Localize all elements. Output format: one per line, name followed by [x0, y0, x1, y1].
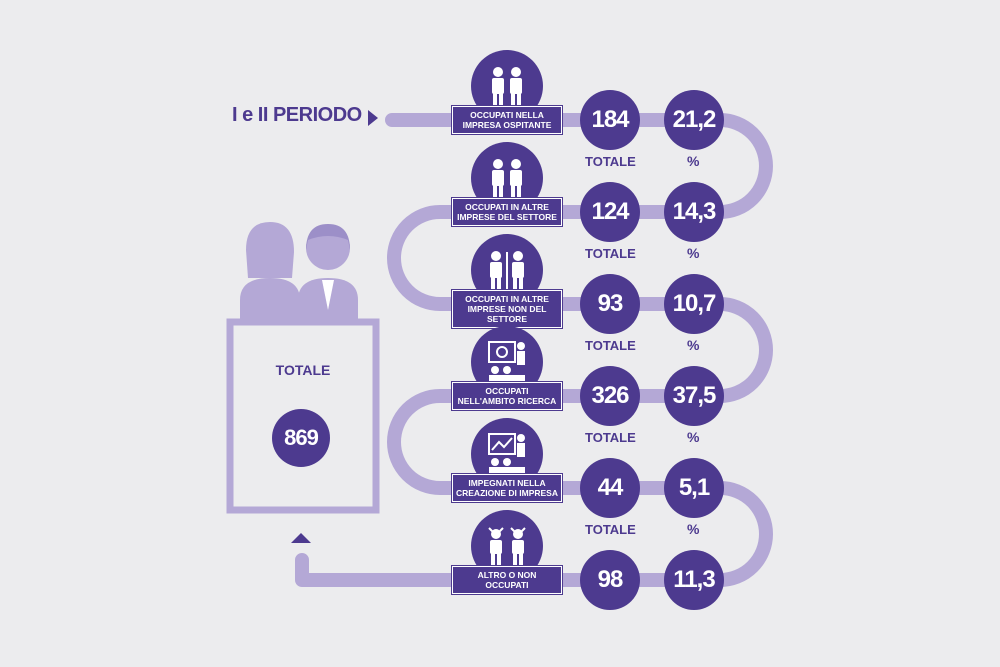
total-header: TOTALE	[585, 154, 636, 169]
row-percent-value: 11,3	[664, 550, 724, 610]
row-total-value: 326	[580, 366, 640, 426]
row-label: ALTRO O NON OCCUPATI	[451, 565, 563, 595]
period-label: I e II PERIODO	[232, 104, 362, 126]
total-header: TOTALE	[585, 522, 636, 537]
row-label: OCCUPATI NELL'AMBITO RICERCA	[451, 381, 563, 411]
row-total-value: 184	[580, 90, 640, 150]
row-percent-value: 37,5	[664, 366, 724, 426]
row-label: OCCUPATI NELLA IMPRESA OSPITANTE	[451, 105, 563, 135]
row-percent-value: 21,2	[664, 90, 724, 150]
total-header: TOTALE	[585, 430, 636, 445]
total-label: TOTALE	[275, 362, 331, 378]
total-header: TOTALE	[585, 338, 636, 353]
couple-icon	[240, 222, 358, 325]
total-header: TOTALE	[585, 246, 636, 261]
row-total-value: 44	[580, 458, 640, 518]
row-percent-value: 14,3	[664, 182, 724, 242]
percent-header: %	[687, 521, 700, 537]
row-total-value: 124	[580, 182, 640, 242]
total-value: 869	[272, 409, 330, 467]
row-percent-value: 10,7	[664, 274, 724, 334]
percent-header: %	[687, 429, 700, 445]
row-total-value: 93	[580, 274, 640, 334]
row-total-value: 98	[580, 550, 640, 610]
up-arrow-icon	[291, 533, 311, 543]
row-label: OCCUPATI IN ALTRE IMPRESE DEL SETTORE	[451, 197, 563, 227]
row-percent-value: 5,1	[664, 458, 724, 518]
row-label: IMPEGNATI NELLA CREAZIONE DI IMPRESA	[451, 473, 563, 503]
percent-header: %	[687, 337, 700, 353]
play-arrow-icon	[368, 110, 378, 126]
row-label: OCCUPATI IN ALTRE IMPRESE NON DEL SETTOR…	[451, 289, 563, 329]
percent-header: %	[687, 245, 700, 261]
percent-header: %	[687, 153, 700, 169]
